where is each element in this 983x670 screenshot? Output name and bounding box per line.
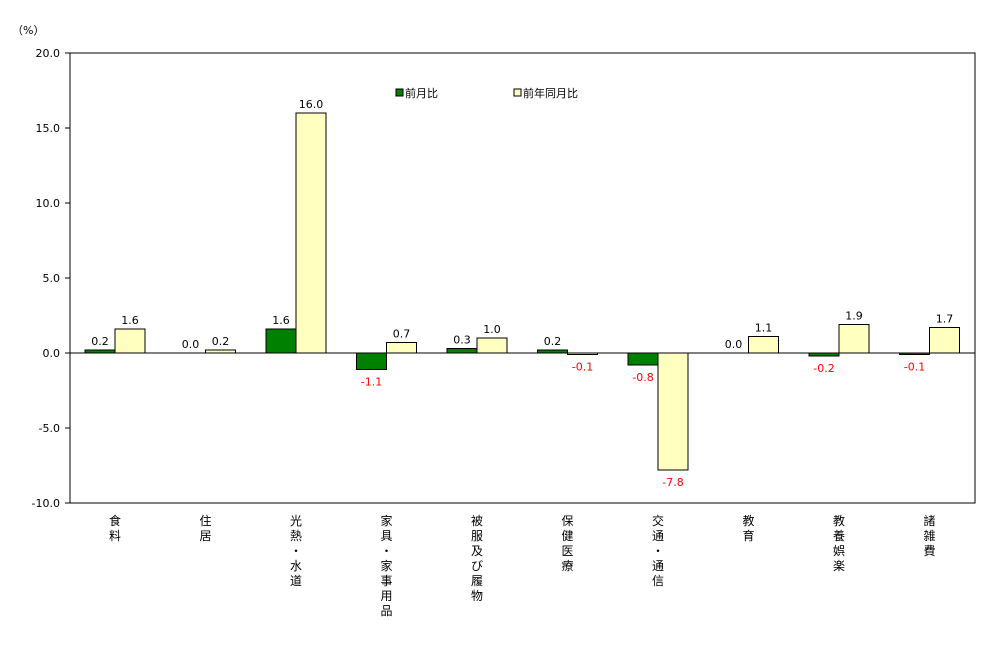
- data-label-mom: 0.3: [453, 334, 471, 347]
- data-label-yoy: -0.1: [572, 361, 593, 374]
- data-label-yoy: 1.7: [936, 313, 954, 326]
- y-axis-unit-label: （%）: [12, 24, 44, 37]
- category-label: 被服及び履物: [471, 514, 483, 603]
- data-label-mom: 0.0: [725, 338, 743, 351]
- legend-swatch: [513, 88, 522, 97]
- data-label-yoy: 1.1: [755, 322, 773, 335]
- bar-yoy: [657, 352, 689, 471]
- data-label-yoy: -7.8: [662, 476, 683, 489]
- data-label-yoy: 1.9: [845, 310, 863, 323]
- data-label-mom: 0.0: [182, 338, 200, 351]
- x-axis-categories: 食料 住居 光熱・水道 家具・家事用品 被服及び履物 保健医療 交通・通信 教育 教養娯楽 諸雑費: [109, 513, 936, 618]
- bar-yoy: [386, 342, 417, 354]
- legend: 前月比 前年同月比: [395, 86, 578, 100]
- bar-mom: [627, 352, 659, 366]
- category-label: 保健医療: [561, 514, 573, 573]
- bar-mom: [356, 352, 387, 370]
- y-tick-label: -5.0: [39, 422, 60, 435]
- y-tick-label: 20.0: [36, 47, 61, 60]
- data-label-yoy: 0.2: [212, 335, 230, 348]
- data-label-mom: -0.1: [904, 361, 925, 374]
- bar-yoy: [476, 337, 508, 354]
- data-labels: 0.2 0.0 1.6 -1.1 0.3 0.2 -0.8 0.0 -0.2 -0.1 1.6 0.2…: [91, 98, 953, 489]
- plot-area: [69, 52, 976, 504]
- data-label-mom: 0.2: [91, 335, 109, 348]
- data-label-mom: 0.2: [544, 335, 562, 348]
- data-label-mom: -0.2: [813, 362, 834, 375]
- category-label: 住居: [199, 514, 211, 543]
- bar-mom: [446, 348, 478, 354]
- bar-yoy: [114, 328, 146, 354]
- y-tick-label: -10.0: [32, 497, 60, 510]
- data-label-mom: -0.8: [632, 371, 653, 384]
- bar-yoy: [929, 327, 960, 354]
- category-label: 食料: [109, 513, 121, 543]
- category-label: 諸雑費: [923, 513, 935, 558]
- category-label: 家具・家事用品: [380, 513, 392, 618]
- data-label-yoy: 1.6: [121, 314, 139, 327]
- y-tick-label: 15.0: [36, 122, 61, 135]
- data-label-mom: 1.6: [272, 314, 290, 327]
- data-label-mom: -1.1: [361, 376, 382, 389]
- category-label: 教養娯楽: [833, 513, 845, 573]
- category-label: 教育: [742, 513, 754, 543]
- y-tick-label: 0.0: [43, 347, 61, 360]
- bar-mom: [265, 328, 297, 354]
- bar-yoy: [295, 112, 327, 354]
- bar-yoy: [748, 336, 779, 354]
- y-tick-label: 10.0: [36, 197, 61, 210]
- y-axis-ticks: 20.0 15.0 10.0 5.0 0.0 -5.0 -10.0: [32, 47, 70, 510]
- bars: [84, 112, 960, 471]
- data-label-yoy: 16.0: [299, 98, 324, 111]
- legend-label: 前月比: [405, 86, 438, 100]
- data-label-yoy: 1.0: [483, 323, 501, 336]
- bar-yoy: [838, 324, 870, 354]
- legend-swatch: [395, 88, 404, 97]
- legend-label: 前年同月比: [523, 86, 578, 100]
- category-label: 交通・通信: [652, 513, 664, 588]
- data-label-yoy: 0.7: [393, 328, 411, 341]
- category-label: 光熱・水道: [290, 514, 302, 588]
- y-tick-label: 5.0: [43, 272, 61, 285]
